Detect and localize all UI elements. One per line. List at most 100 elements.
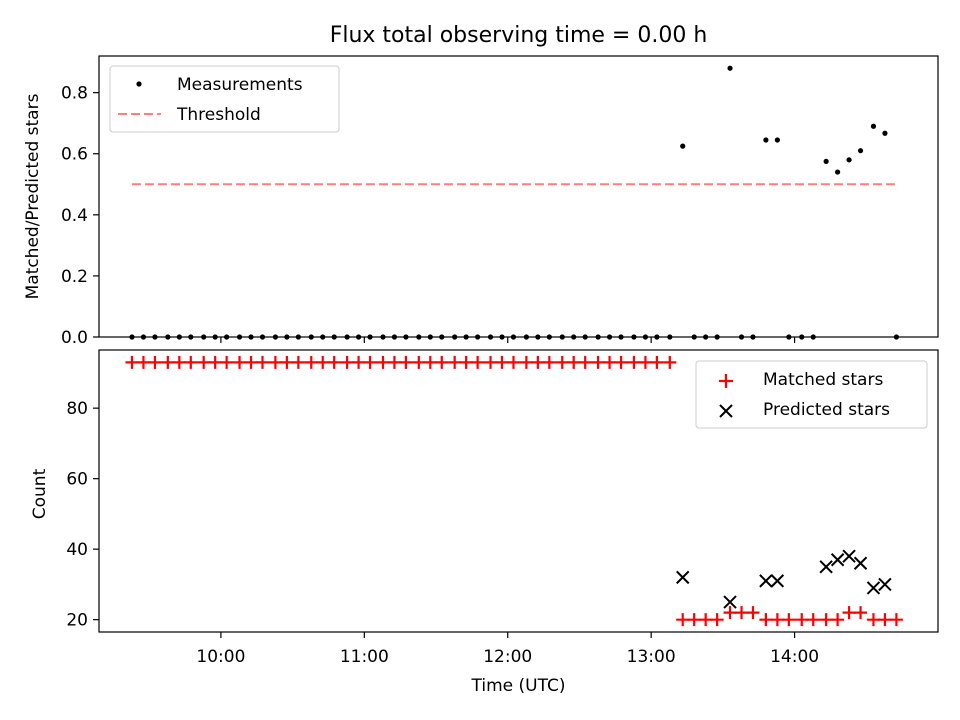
measurements-point bbox=[823, 158, 829, 164]
legend-matched-marker bbox=[719, 374, 733, 388]
matched-stars-point bbox=[866, 613, 880, 627]
matched-stars-point bbox=[352, 355, 366, 369]
matched-stars-point bbox=[291, 355, 305, 369]
matched-stars-point bbox=[148, 355, 162, 369]
bottom-panel-y-axis: 20 40 60 80 bbox=[66, 399, 99, 631]
predicted-stars-point bbox=[759, 574, 773, 588]
predicted-stars-point bbox=[853, 556, 868, 570]
measurements-point bbox=[499, 334, 505, 340]
measurements-point bbox=[272, 334, 279, 340]
matched-stars-point bbox=[735, 606, 749, 620]
y-tick-label: 20 bbox=[66, 611, 88, 631]
matched-stars-point bbox=[376, 355, 390, 369]
measurements-point bbox=[152, 334, 158, 340]
matched-stars-point bbox=[161, 355, 175, 369]
matched-stars-point bbox=[340, 355, 354, 369]
measurements-point bbox=[582, 334, 588, 340]
bottom-panel-legend-box bbox=[695, 360, 928, 429]
predicted-stars-point bbox=[830, 553, 845, 567]
bottom-panel-frame bbox=[98, 349, 939, 633]
measurements-point bbox=[680, 143, 686, 149]
measurements-point bbox=[631, 334, 637, 340]
y-tick-label: 0.2 bbox=[61, 267, 88, 287]
bottom-panel-legend: Matched stars Predicted stars bbox=[695, 360, 928, 429]
measurements-point bbox=[236, 334, 243, 340]
matched-stars-point bbox=[842, 606, 856, 620]
measurements-point bbox=[535, 334, 541, 340]
measurements-point bbox=[165, 334, 171, 340]
matched-stars-point bbox=[519, 355, 533, 369]
matched-stars-point bbox=[555, 355, 569, 369]
matched-stars-point bbox=[327, 355, 341, 369]
measurements-point bbox=[320, 334, 326, 340]
matched-stars-point bbox=[448, 355, 462, 369]
predicted-stars-point bbox=[866, 581, 881, 595]
legend-threshold-label: Threshold bbox=[176, 105, 261, 125]
measurements-point bbox=[606, 334, 613, 340]
legend-predicted-label: Predicted stars bbox=[763, 400, 890, 420]
matched-stars-point bbox=[806, 613, 820, 627]
x-tick-label: 14:00 bbox=[770, 647, 819, 667]
matched-stars-point bbox=[220, 355, 234, 369]
measurements-point bbox=[510, 334, 517, 340]
matched-stars-point bbox=[484, 355, 498, 369]
x-tick-label: 11:00 bbox=[340, 647, 389, 667]
x-tick-label: 12:00 bbox=[483, 647, 532, 667]
matched-stars-point bbox=[208, 355, 222, 369]
measurements-point bbox=[439, 334, 445, 340]
measurements-point bbox=[714, 334, 720, 340]
measurements-point bbox=[667, 334, 673, 340]
matched-stars-point bbox=[603, 355, 617, 369]
measurements-point bbox=[738, 334, 745, 340]
matched-stars-point bbox=[316, 355, 330, 369]
matched-stars-point bbox=[531, 355, 545, 369]
matched-stars-point bbox=[268, 355, 282, 369]
bottom-panel-xlabel: Time (UTC) bbox=[471, 676, 566, 696]
top-panel-frame bbox=[98, 55, 939, 338]
measurements-point bbox=[763, 137, 769, 143]
predicted-stars-point bbox=[819, 560, 833, 574]
matched-stars-point bbox=[255, 355, 269, 369]
matched-stars-point bbox=[542, 355, 556, 369]
matched-stars-point bbox=[782, 613, 796, 627]
measurements-point bbox=[367, 334, 373, 340]
measurements-point bbox=[391, 334, 398, 340]
legend-measurements-label: Measurements bbox=[177, 75, 303, 95]
bottom-panel-series bbox=[125, 355, 903, 627]
matched-stars-point bbox=[614, 355, 628, 369]
top-panel-series bbox=[129, 65, 900, 340]
predicted-stars-point bbox=[723, 595, 737, 609]
measurements-point bbox=[618, 334, 624, 340]
legend-measurements-marker bbox=[136, 81, 142, 87]
matched-stars-point bbox=[819, 613, 833, 627]
predicted-stars-point bbox=[842, 549, 856, 563]
matched-stars-point bbox=[854, 606, 868, 620]
measurements-point bbox=[487, 334, 494, 340]
measurements-point bbox=[355, 334, 362, 340]
measurements-point bbox=[654, 334, 660, 340]
y-tick-label: 0.6 bbox=[61, 145, 88, 165]
measurements-point bbox=[201, 334, 207, 340]
matched-stars-point bbox=[435, 355, 449, 369]
measurements-point bbox=[295, 334, 301, 340]
bottom-panel: Count Time (UTC) 20 40 60 80 10:00 11:00 12:0… bbox=[30, 349, 939, 696]
measurements-point bbox=[140, 334, 147, 340]
matched-stars-point bbox=[878, 613, 892, 627]
measurements-point bbox=[523, 334, 529, 340]
y-tick-label: 80 bbox=[66, 399, 88, 419]
matched-stars-point bbox=[650, 355, 664, 369]
measurements-point bbox=[870, 123, 877, 129]
top-panel-y-axis: 0.0 0.2 0.4 0.6 0.8 bbox=[61, 84, 99, 348]
matched-stars-point bbox=[591, 355, 605, 369]
matched-stars-point bbox=[304, 355, 318, 369]
matched-stars-point bbox=[412, 355, 426, 369]
matched-stars-point bbox=[136, 355, 150, 369]
top-panel-legend-box bbox=[109, 65, 340, 133]
bottom-panel-x-axis: 10:00 11:00 12:00 13:00 14:00 bbox=[196, 632, 819, 667]
matched-stars-point bbox=[638, 355, 652, 369]
matched-stars-point bbox=[184, 355, 198, 369]
matched-stars-point bbox=[233, 355, 247, 369]
top-panel-ylabel: Matched/Predicted stars bbox=[23, 93, 43, 299]
measurements-point bbox=[344, 334, 350, 340]
